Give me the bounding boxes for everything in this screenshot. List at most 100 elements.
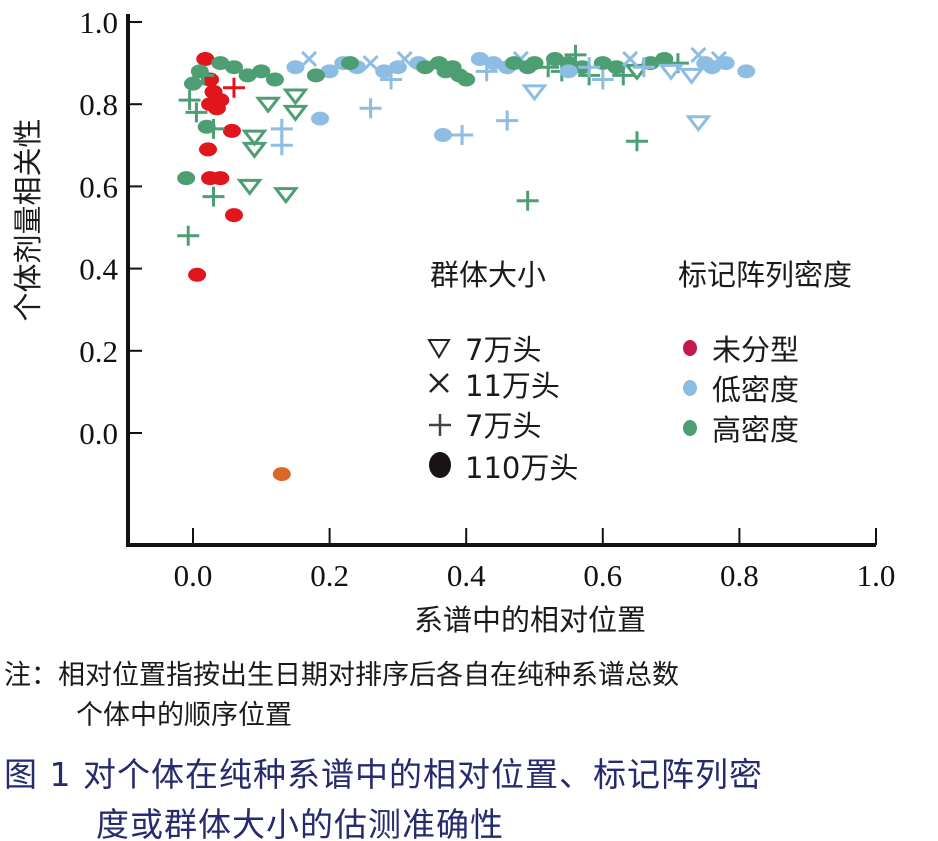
y-tick-label: 0.2 bbox=[79, 334, 118, 369]
legend-size: 群体大小 7万头 11万头 7万头 110万头 bbox=[427, 258, 578, 485]
untyped-circle-point bbox=[211, 93, 230, 108]
low-circle-point bbox=[433, 128, 452, 143]
x-axis-label: 系谱中的相对位置 bbox=[414, 603, 646, 637]
note-line-1: 注：相对位置指按出生日期对排序后各自在纯种系谱总数 bbox=[4, 660, 679, 691]
other-circle-point bbox=[272, 467, 291, 482]
high-circle-point bbox=[607, 60, 626, 75]
low-density-dot-icon bbox=[683, 380, 697, 396]
high-circle-point bbox=[265, 72, 284, 87]
untyped-dot-icon bbox=[683, 340, 697, 356]
low-circle-point bbox=[286, 60, 305, 75]
legend-density-title: 标记阵列密度 bbox=[678, 258, 852, 292]
high-triangle-down-point bbox=[282, 88, 309, 106]
circle-icon bbox=[429, 452, 451, 478]
figure-caption-line-1: 图 1 对个体在纯种系谱中的相对位置、标记阵列密 bbox=[4, 755, 763, 794]
low-circle-point bbox=[375, 64, 394, 79]
high-circle-point bbox=[505, 56, 524, 71]
low-triangle-down-point bbox=[521, 84, 548, 102]
y-tick-label: 0.6 bbox=[79, 169, 118, 204]
high-triangle-down-point bbox=[282, 104, 309, 122]
low-x-point bbox=[622, 50, 639, 68]
low-circle-point bbox=[388, 60, 407, 75]
legend-density-label: 高密度 bbox=[712, 413, 799, 447]
high-plus-point bbox=[178, 90, 201, 111]
low-circle-point bbox=[703, 60, 722, 75]
untyped-circle-point bbox=[188, 267, 207, 282]
low-circle-point bbox=[559, 64, 578, 79]
x-tick-label: 0.8 bbox=[720, 558, 759, 593]
low-circle-point bbox=[484, 56, 503, 71]
low-plus-point bbox=[451, 125, 474, 146]
legend-size-label: 11万头 bbox=[465, 369, 560, 403]
high-circle-point bbox=[457, 72, 476, 87]
untyped-circle-point bbox=[224, 208, 243, 223]
low-x-point bbox=[301, 50, 318, 68]
low-triangle-down-point bbox=[685, 115, 712, 133]
high-triangle-down-point bbox=[236, 178, 263, 196]
x-tick-label: 0.0 bbox=[174, 558, 213, 593]
high-plus-point bbox=[612, 65, 635, 86]
figure-caption-line-2: 度或群体大小的估测准确性 bbox=[96, 805, 504, 841]
scatter-chart: 0.0 0.2 0.4 0.6 0.8 1.0 0.0 0.2 0.4 0.6 0.8 1.0 个体剂… bbox=[11, 5, 896, 637]
y-tick-label: 0.0 bbox=[79, 416, 118, 451]
high-circle-point bbox=[211, 56, 230, 71]
low-plus-point bbox=[591, 69, 614, 90]
low-circle-point bbox=[716, 56, 735, 71]
low-triangle-down-point bbox=[658, 63, 685, 81]
untyped-plus-point bbox=[222, 77, 245, 98]
high-plus-point bbox=[202, 186, 225, 207]
high-circle-point bbox=[436, 64, 455, 79]
high-circle-point bbox=[224, 60, 243, 75]
triangle-down-icon bbox=[427, 339, 451, 359]
legend-density-label: 未分型 bbox=[712, 333, 799, 367]
low-plus-point bbox=[632, 57, 655, 78]
y-axis-label: 个体剂量相关性 bbox=[11, 118, 45, 321]
untyped-circle-point bbox=[199, 142, 218, 157]
legend-size-title: 群体大小 bbox=[430, 258, 546, 292]
legend-size-label: 7万头 bbox=[465, 333, 541, 367]
y-tick-label: 0.4 bbox=[79, 252, 118, 287]
high-circle-point bbox=[238, 68, 257, 83]
high-plus-point bbox=[192, 65, 215, 86]
high-circle-point bbox=[177, 171, 196, 186]
high-plus-point bbox=[564, 44, 587, 65]
high-plus-point bbox=[516, 190, 539, 211]
high-plus-point bbox=[202, 118, 225, 139]
x-tick-label: 0.6 bbox=[583, 558, 622, 593]
low-circle-point bbox=[311, 111, 330, 126]
x-tick-label: 0.4 bbox=[447, 558, 486, 593]
high-circle-point bbox=[306, 68, 325, 83]
y-tick-label: 1.0 bbox=[79, 5, 118, 40]
high-triangle-down-point bbox=[241, 141, 268, 159]
high-circle-point bbox=[545, 51, 564, 66]
low-x-point bbox=[362, 55, 379, 72]
high-plus-point bbox=[185, 102, 208, 123]
x-tick-label: 0.2 bbox=[310, 558, 349, 593]
high-plus-point bbox=[177, 225, 200, 246]
low-circle-point bbox=[320, 64, 339, 79]
low-plus-point bbox=[475, 61, 498, 82]
x-icon bbox=[429, 373, 449, 393]
high-triangle-down-point bbox=[255, 96, 282, 114]
low-x-point bbox=[396, 50, 413, 68]
high-circle-point bbox=[184, 76, 202, 91]
legend-density-label: 低密度 bbox=[712, 373, 799, 407]
low-triangle-down-point bbox=[678, 67, 705, 85]
y-tick-label: 0.8 bbox=[79, 87, 118, 122]
low-circle-point bbox=[470, 51, 489, 66]
untyped-circle-point bbox=[222, 123, 241, 138]
low-circle-point bbox=[737, 64, 756, 79]
high-density-dot-icon bbox=[683, 420, 697, 436]
x-tick-label: 1.0 bbox=[857, 558, 896, 593]
untyped-circle-point bbox=[196, 51, 215, 66]
high-circle-point bbox=[252, 64, 271, 79]
note-line-2: 个体中的顺序位置 bbox=[76, 700, 292, 731]
legend-density: 标记阵列密度 未分型 低密度 高密度 bbox=[678, 258, 852, 447]
untyped-circle-point bbox=[211, 171, 230, 186]
high-plus-point bbox=[625, 131, 648, 152]
low-plus-point bbox=[578, 57, 601, 78]
plus-icon bbox=[429, 414, 451, 436]
legend-size-label: 7万头 bbox=[465, 409, 541, 443]
high-circle-point bbox=[416, 60, 435, 75]
